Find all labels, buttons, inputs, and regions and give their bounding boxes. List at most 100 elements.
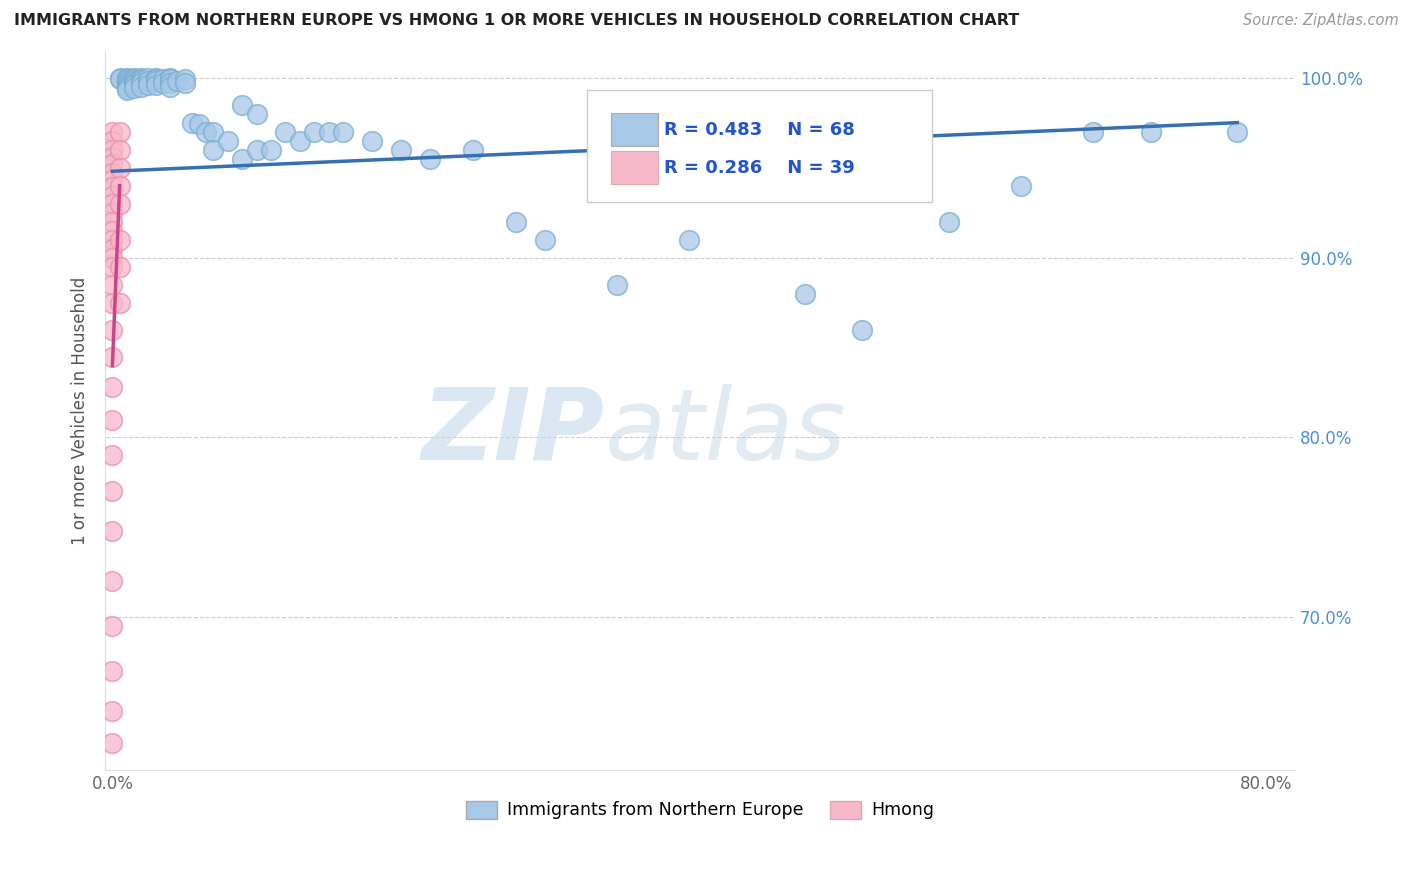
Point bbox=[793, 286, 815, 301]
Point bbox=[145, 70, 167, 85]
Point bbox=[101, 322, 124, 336]
Point bbox=[101, 619, 124, 633]
Point bbox=[1226, 125, 1249, 139]
Point bbox=[231, 152, 253, 166]
Point bbox=[101, 233, 124, 247]
Y-axis label: 1 or more Vehicles in Household: 1 or more Vehicles in Household bbox=[72, 277, 89, 545]
Point bbox=[938, 214, 960, 228]
Point bbox=[461, 143, 484, 157]
Point bbox=[108, 72, 131, 87]
FancyBboxPatch shape bbox=[588, 90, 932, 202]
Point bbox=[159, 70, 181, 85]
Point bbox=[101, 166, 124, 180]
Point bbox=[145, 74, 167, 88]
Point bbox=[260, 143, 283, 157]
Text: ZIP: ZIP bbox=[422, 384, 605, 481]
Point bbox=[129, 76, 152, 90]
Point bbox=[115, 70, 138, 85]
Point bbox=[152, 72, 174, 87]
Point bbox=[288, 134, 311, 148]
Point bbox=[505, 214, 527, 228]
Point bbox=[166, 74, 188, 88]
Point bbox=[606, 277, 628, 292]
Point bbox=[101, 412, 124, 426]
Point bbox=[129, 74, 152, 88]
FancyBboxPatch shape bbox=[610, 113, 658, 145]
Point bbox=[246, 143, 269, 157]
Point bbox=[108, 260, 131, 274]
Point bbox=[318, 125, 340, 139]
Point bbox=[101, 150, 124, 164]
Point bbox=[101, 484, 124, 499]
Point bbox=[108, 125, 131, 139]
Point bbox=[159, 72, 181, 87]
Point bbox=[115, 79, 138, 94]
Point bbox=[101, 251, 124, 265]
Point bbox=[108, 70, 131, 85]
Point bbox=[101, 574, 124, 589]
Point bbox=[115, 83, 138, 97]
Point bbox=[101, 704, 124, 718]
Point bbox=[101, 665, 124, 679]
Point bbox=[419, 152, 441, 166]
Point bbox=[101, 205, 124, 219]
Point bbox=[1010, 178, 1032, 193]
Point bbox=[115, 76, 138, 90]
Point bbox=[108, 161, 131, 175]
Point bbox=[101, 173, 124, 187]
Point bbox=[188, 118, 211, 132]
Point bbox=[101, 189, 124, 203]
Point bbox=[115, 81, 138, 95]
Point bbox=[101, 143, 124, 157]
Point bbox=[101, 134, 124, 148]
Point bbox=[246, 106, 269, 120]
Point bbox=[304, 125, 326, 139]
Point bbox=[101, 157, 124, 171]
Point bbox=[173, 72, 195, 87]
Point bbox=[129, 79, 152, 94]
Point bbox=[332, 125, 354, 139]
Point bbox=[115, 72, 138, 87]
Point bbox=[101, 224, 124, 238]
Point bbox=[534, 233, 557, 247]
Point bbox=[231, 97, 253, 112]
Point bbox=[101, 350, 124, 364]
Point bbox=[1081, 125, 1104, 139]
Point bbox=[101, 380, 124, 394]
Point bbox=[101, 524, 124, 538]
Point bbox=[138, 74, 160, 88]
Point bbox=[202, 125, 225, 139]
Point bbox=[159, 79, 181, 94]
Point bbox=[361, 134, 384, 148]
Point bbox=[101, 242, 124, 256]
Point bbox=[129, 72, 152, 87]
Point bbox=[101, 214, 124, 228]
Text: Source: ZipAtlas.com: Source: ZipAtlas.com bbox=[1243, 13, 1399, 29]
Point bbox=[202, 143, 225, 157]
Point bbox=[101, 125, 124, 139]
FancyBboxPatch shape bbox=[610, 152, 658, 184]
Point bbox=[101, 736, 124, 750]
Point bbox=[122, 76, 145, 90]
Point bbox=[159, 76, 181, 90]
Point bbox=[122, 72, 145, 87]
Point bbox=[108, 233, 131, 247]
Point bbox=[180, 115, 202, 129]
Legend: Immigrants from Northern Europe, Hmong: Immigrants from Northern Europe, Hmong bbox=[458, 794, 942, 826]
Point bbox=[122, 81, 145, 95]
Point bbox=[145, 72, 167, 87]
Point bbox=[122, 70, 145, 85]
Point bbox=[101, 449, 124, 463]
Point bbox=[389, 143, 412, 157]
Point bbox=[145, 78, 167, 92]
Point bbox=[115, 74, 138, 88]
Point bbox=[195, 125, 218, 139]
Text: R = 0.483    N = 68: R = 0.483 N = 68 bbox=[665, 120, 855, 139]
Point bbox=[108, 143, 131, 157]
Point bbox=[138, 78, 160, 92]
Point bbox=[274, 125, 297, 139]
Point bbox=[108, 196, 131, 211]
Point bbox=[101, 295, 124, 310]
Point bbox=[108, 295, 131, 310]
Point bbox=[1139, 125, 1161, 139]
